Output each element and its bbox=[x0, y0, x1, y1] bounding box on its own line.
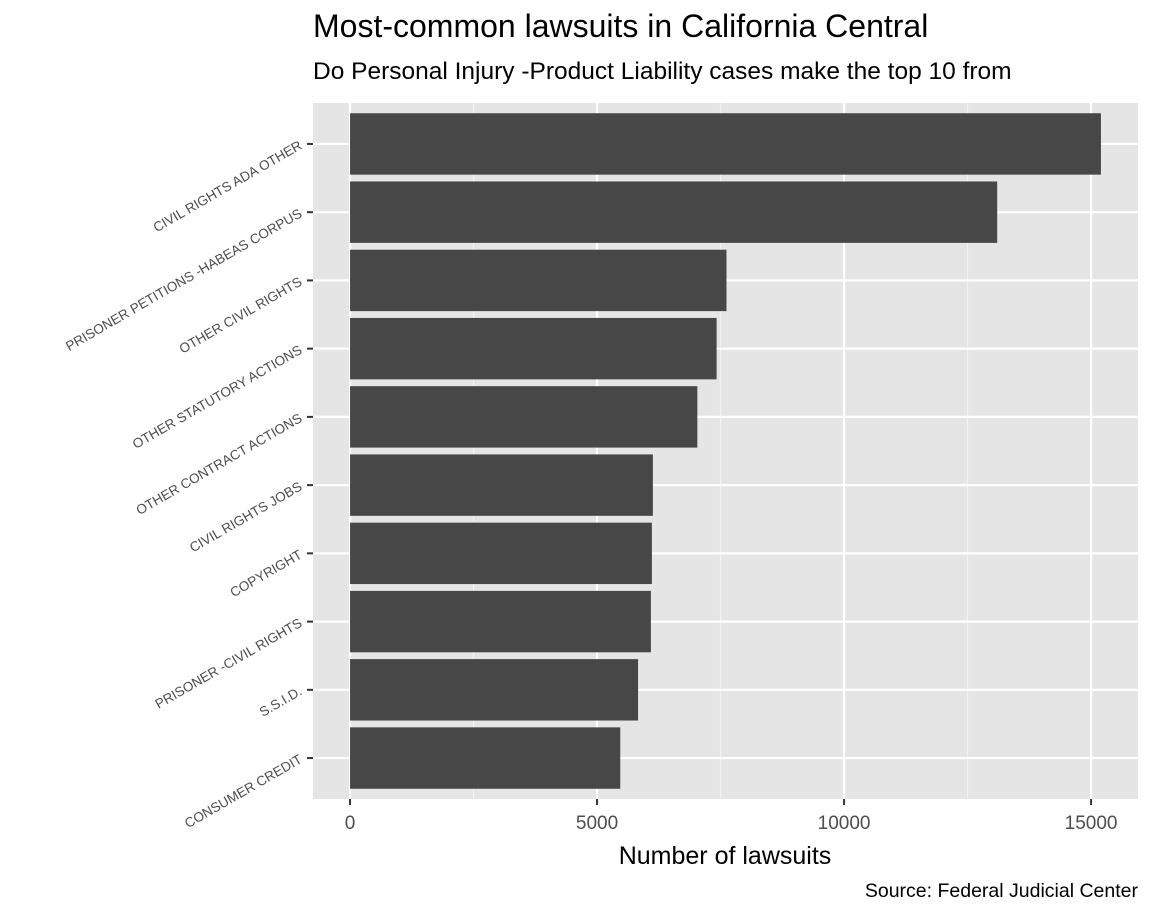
x-tick-label: 10000 bbox=[818, 813, 871, 834]
bar bbox=[350, 727, 621, 789]
bar bbox=[350, 317, 717, 380]
chart-subtitle: Do Personal Injury -Product Liability ca… bbox=[313, 58, 1012, 85]
x-tick-label: 0 bbox=[345, 813, 356, 834]
y-tick-label: PRISONER PETITIONS -HABEAS CORPUS bbox=[63, 206, 304, 354]
chart-caption: Source: Federal Judicial Center bbox=[864, 880, 1138, 902]
x-axis-ticks: 0 5000 10000 15000 bbox=[345, 799, 1118, 834]
bars bbox=[350, 113, 1101, 789]
bar bbox=[350, 659, 639, 721]
bar bbox=[350, 522, 652, 585]
chart-title: Most-common lawsuits in California Centr… bbox=[313, 8, 929, 44]
x-axis-label: Number of lawsuits bbox=[619, 842, 832, 870]
bar bbox=[350, 249, 727, 312]
y-tick-label: COPYRIGHT bbox=[227, 547, 304, 600]
y-tick-label: CIVIL RIGHTS JOBS bbox=[187, 479, 305, 556]
bar bbox=[350, 386, 698, 448]
x-tick-label: 5000 bbox=[576, 813, 618, 834]
bar bbox=[350, 181, 998, 243]
y-tick-label: OTHER CIVIL RIGHTS bbox=[177, 274, 305, 356]
bar bbox=[350, 590, 651, 653]
bar bbox=[350, 113, 1101, 175]
x-tick-label: 15000 bbox=[1065, 813, 1118, 834]
y-tick-label: S.S.I.D. bbox=[257, 683, 305, 719]
y-tick-label: CONSUMER CREDIT bbox=[182, 752, 304, 831]
bar bbox=[350, 454, 653, 516]
